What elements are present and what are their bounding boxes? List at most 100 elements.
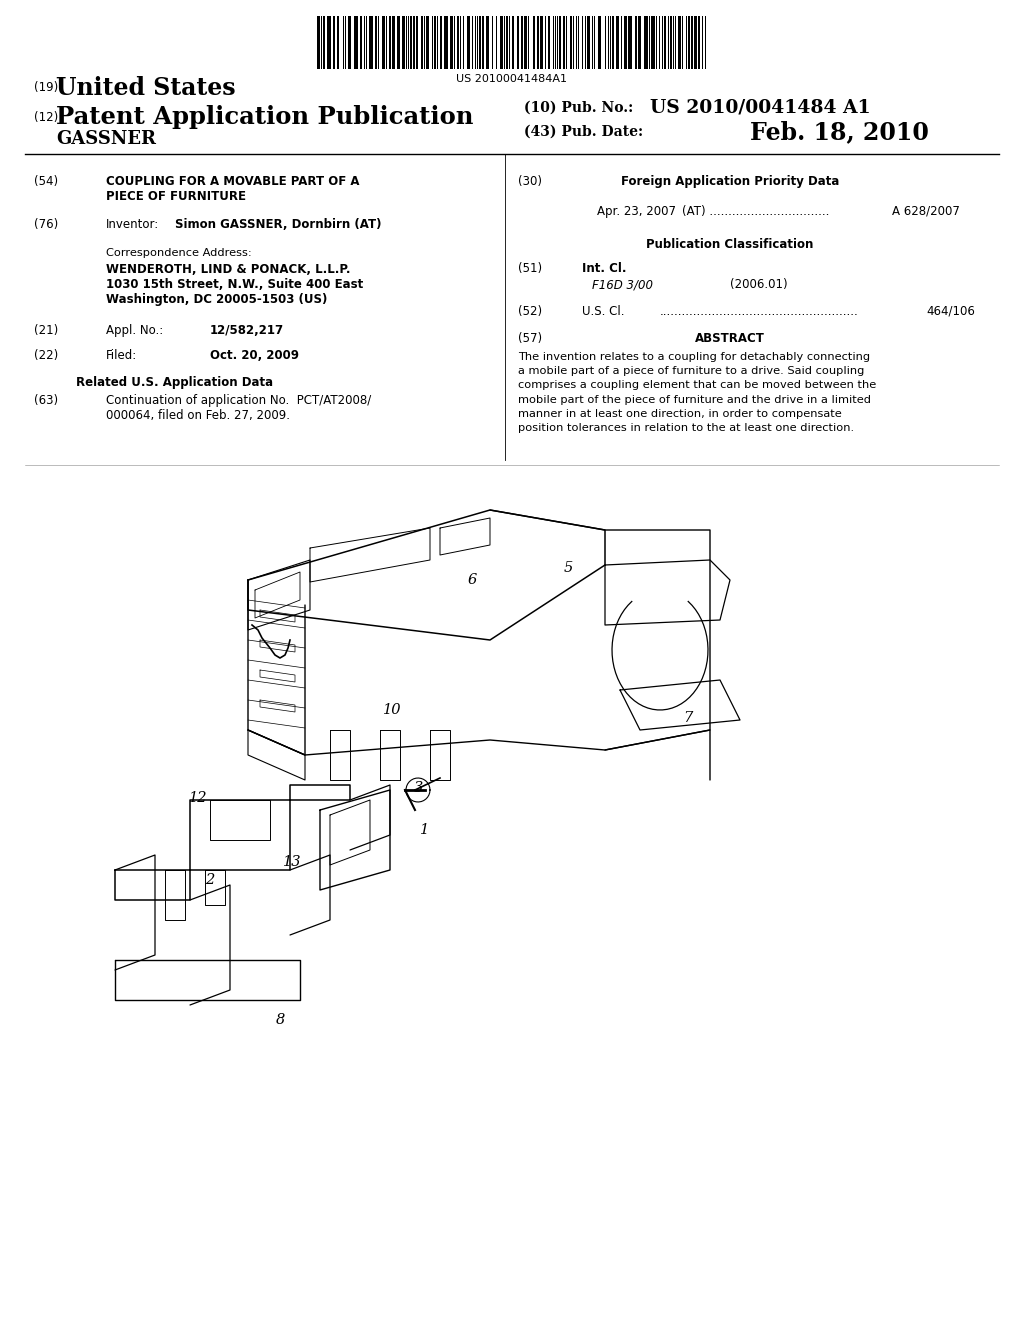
Text: Appl. No.:: Appl. No.: <box>106 323 163 337</box>
Bar <box>644 16 648 69</box>
Bar <box>670 16 672 69</box>
Bar <box>375 16 377 69</box>
Bar <box>444 16 449 69</box>
Bar <box>327 16 331 69</box>
Text: US 2010/0041484 A1: US 2010/0041484 A1 <box>650 99 870 117</box>
Text: 10: 10 <box>383 704 401 717</box>
Text: 7: 7 <box>683 711 692 725</box>
Text: comprises a coupling element that can be moved between the: comprises a coupling element that can be… <box>518 380 877 391</box>
Text: Apr. 23, 2007: Apr. 23, 2007 <box>597 205 676 218</box>
Text: WENDEROTH, LIND & PONACK, L.L.P.: WENDEROTH, LIND & PONACK, L.L.P. <box>106 263 350 276</box>
Text: 12: 12 <box>188 791 207 805</box>
Bar <box>410 16 412 69</box>
Text: (43) Pub. Date:: (43) Pub. Date: <box>524 125 643 139</box>
Bar <box>548 16 550 69</box>
Bar <box>664 16 666 69</box>
Text: 464/106: 464/106 <box>926 305 975 318</box>
Bar <box>563 16 565 69</box>
Text: 5: 5 <box>563 561 572 576</box>
Bar <box>337 16 339 69</box>
Text: Filed:: Filed: <box>106 348 137 362</box>
Bar <box>426 16 429 69</box>
Bar <box>678 16 681 69</box>
Text: Inventor:: Inventor: <box>106 218 160 231</box>
Bar <box>323 16 325 69</box>
Text: 1: 1 <box>421 822 430 837</box>
Bar <box>392 16 395 69</box>
Text: United States: United States <box>56 77 236 100</box>
Text: a mobile part of a piece of furniture to a drive. Said coupling: a mobile part of a piece of furniture to… <box>518 366 864 376</box>
Text: 2: 2 <box>206 873 215 887</box>
Bar <box>540 16 543 69</box>
Bar <box>486 16 489 69</box>
Bar <box>348 16 351 69</box>
Text: U.S. Cl.: U.S. Cl. <box>582 305 625 318</box>
Bar <box>517 16 519 69</box>
Text: (12): (12) <box>34 111 58 124</box>
Text: (52): (52) <box>518 305 542 318</box>
Text: 1030 15th Street, N.W., Suite 400 East: 1030 15th Street, N.W., Suite 400 East <box>106 279 364 290</box>
Bar <box>521 16 523 69</box>
Bar <box>354 16 358 69</box>
Text: F16D 3/00: F16D 3/00 <box>592 279 653 290</box>
Text: GASSNER: GASSNER <box>56 129 156 148</box>
Bar <box>512 16 514 69</box>
Text: (AT) ................................: (AT) ................................ <box>682 205 829 218</box>
Text: 12/582,217: 12/582,217 <box>210 323 284 337</box>
Text: (76): (76) <box>34 218 58 231</box>
Bar <box>389 16 391 69</box>
Bar <box>440 16 442 69</box>
Bar <box>369 16 373 69</box>
Text: PIECE OF FURNITURE: PIECE OF FURNITURE <box>106 190 246 203</box>
Bar <box>698 16 700 69</box>
Text: (2006.01): (2006.01) <box>730 279 787 290</box>
Text: 8: 8 <box>275 1012 285 1027</box>
Text: Publication Classification: Publication Classification <box>646 238 814 251</box>
Text: (54): (54) <box>34 176 58 187</box>
Bar <box>434 16 436 69</box>
Bar <box>598 16 601 69</box>
Text: 6: 6 <box>467 573 476 587</box>
Text: US 20100041484A1: US 20100041484A1 <box>457 74 567 84</box>
Bar <box>537 16 539 69</box>
Bar <box>467 16 470 69</box>
Text: Int. Cl.: Int. Cl. <box>582 261 627 275</box>
Bar <box>616 16 618 69</box>
Text: (51): (51) <box>518 261 542 275</box>
Bar <box>421 16 423 69</box>
Text: The invention relates to a coupling for detachably connecting: The invention relates to a coupling for … <box>518 352 870 362</box>
Bar <box>397 16 400 69</box>
Text: Oct. 20, 2009: Oct. 20, 2009 <box>210 348 299 362</box>
Bar <box>635 16 637 69</box>
Bar <box>691 16 693 69</box>
Text: COUPLING FOR A MOVABLE PART OF A: COUPLING FOR A MOVABLE PART OF A <box>106 176 359 187</box>
Bar <box>624 16 627 69</box>
Bar <box>360 16 362 69</box>
Bar <box>638 16 641 69</box>
Bar <box>482 16 484 69</box>
Text: manner in at least one direction, in order to compensate: manner in at least one direction, in ord… <box>518 409 842 418</box>
Bar <box>559 16 561 69</box>
Bar <box>416 16 418 69</box>
Text: (22): (22) <box>34 348 58 362</box>
Bar <box>628 16 632 69</box>
Bar <box>524 16 527 69</box>
Text: (63): (63) <box>34 393 58 407</box>
Bar <box>333 16 335 69</box>
Text: Correspondence Address:: Correspondence Address: <box>106 248 252 257</box>
Text: Related U.S. Application Data: Related U.S. Application Data <box>77 376 273 389</box>
Text: position tolerances in relation to the at least one direction.: position tolerances in relation to the a… <box>518 422 854 433</box>
Bar <box>500 16 503 69</box>
Text: A 628/2007: A 628/2007 <box>892 205 961 218</box>
Bar <box>534 16 535 69</box>
Text: 13: 13 <box>283 855 301 869</box>
Text: (30): (30) <box>518 176 542 187</box>
Bar <box>651 16 655 69</box>
Text: ABSTRACT: ABSTRACT <box>695 333 765 345</box>
Text: mobile part of the piece of furniture and the drive in a limited: mobile part of the piece of furniture an… <box>518 395 871 405</box>
Text: Simon GASSNER, Dornbirn (AT): Simon GASSNER, Dornbirn (AT) <box>175 218 382 231</box>
Text: 000064, filed on Feb. 27, 2009.: 000064, filed on Feb. 27, 2009. <box>106 409 290 422</box>
Text: (10) Pub. No.:: (10) Pub. No.: <box>524 102 633 115</box>
Text: Washington, DC 20005-1503 (US): Washington, DC 20005-1503 (US) <box>106 293 328 306</box>
Text: (19): (19) <box>34 82 58 95</box>
